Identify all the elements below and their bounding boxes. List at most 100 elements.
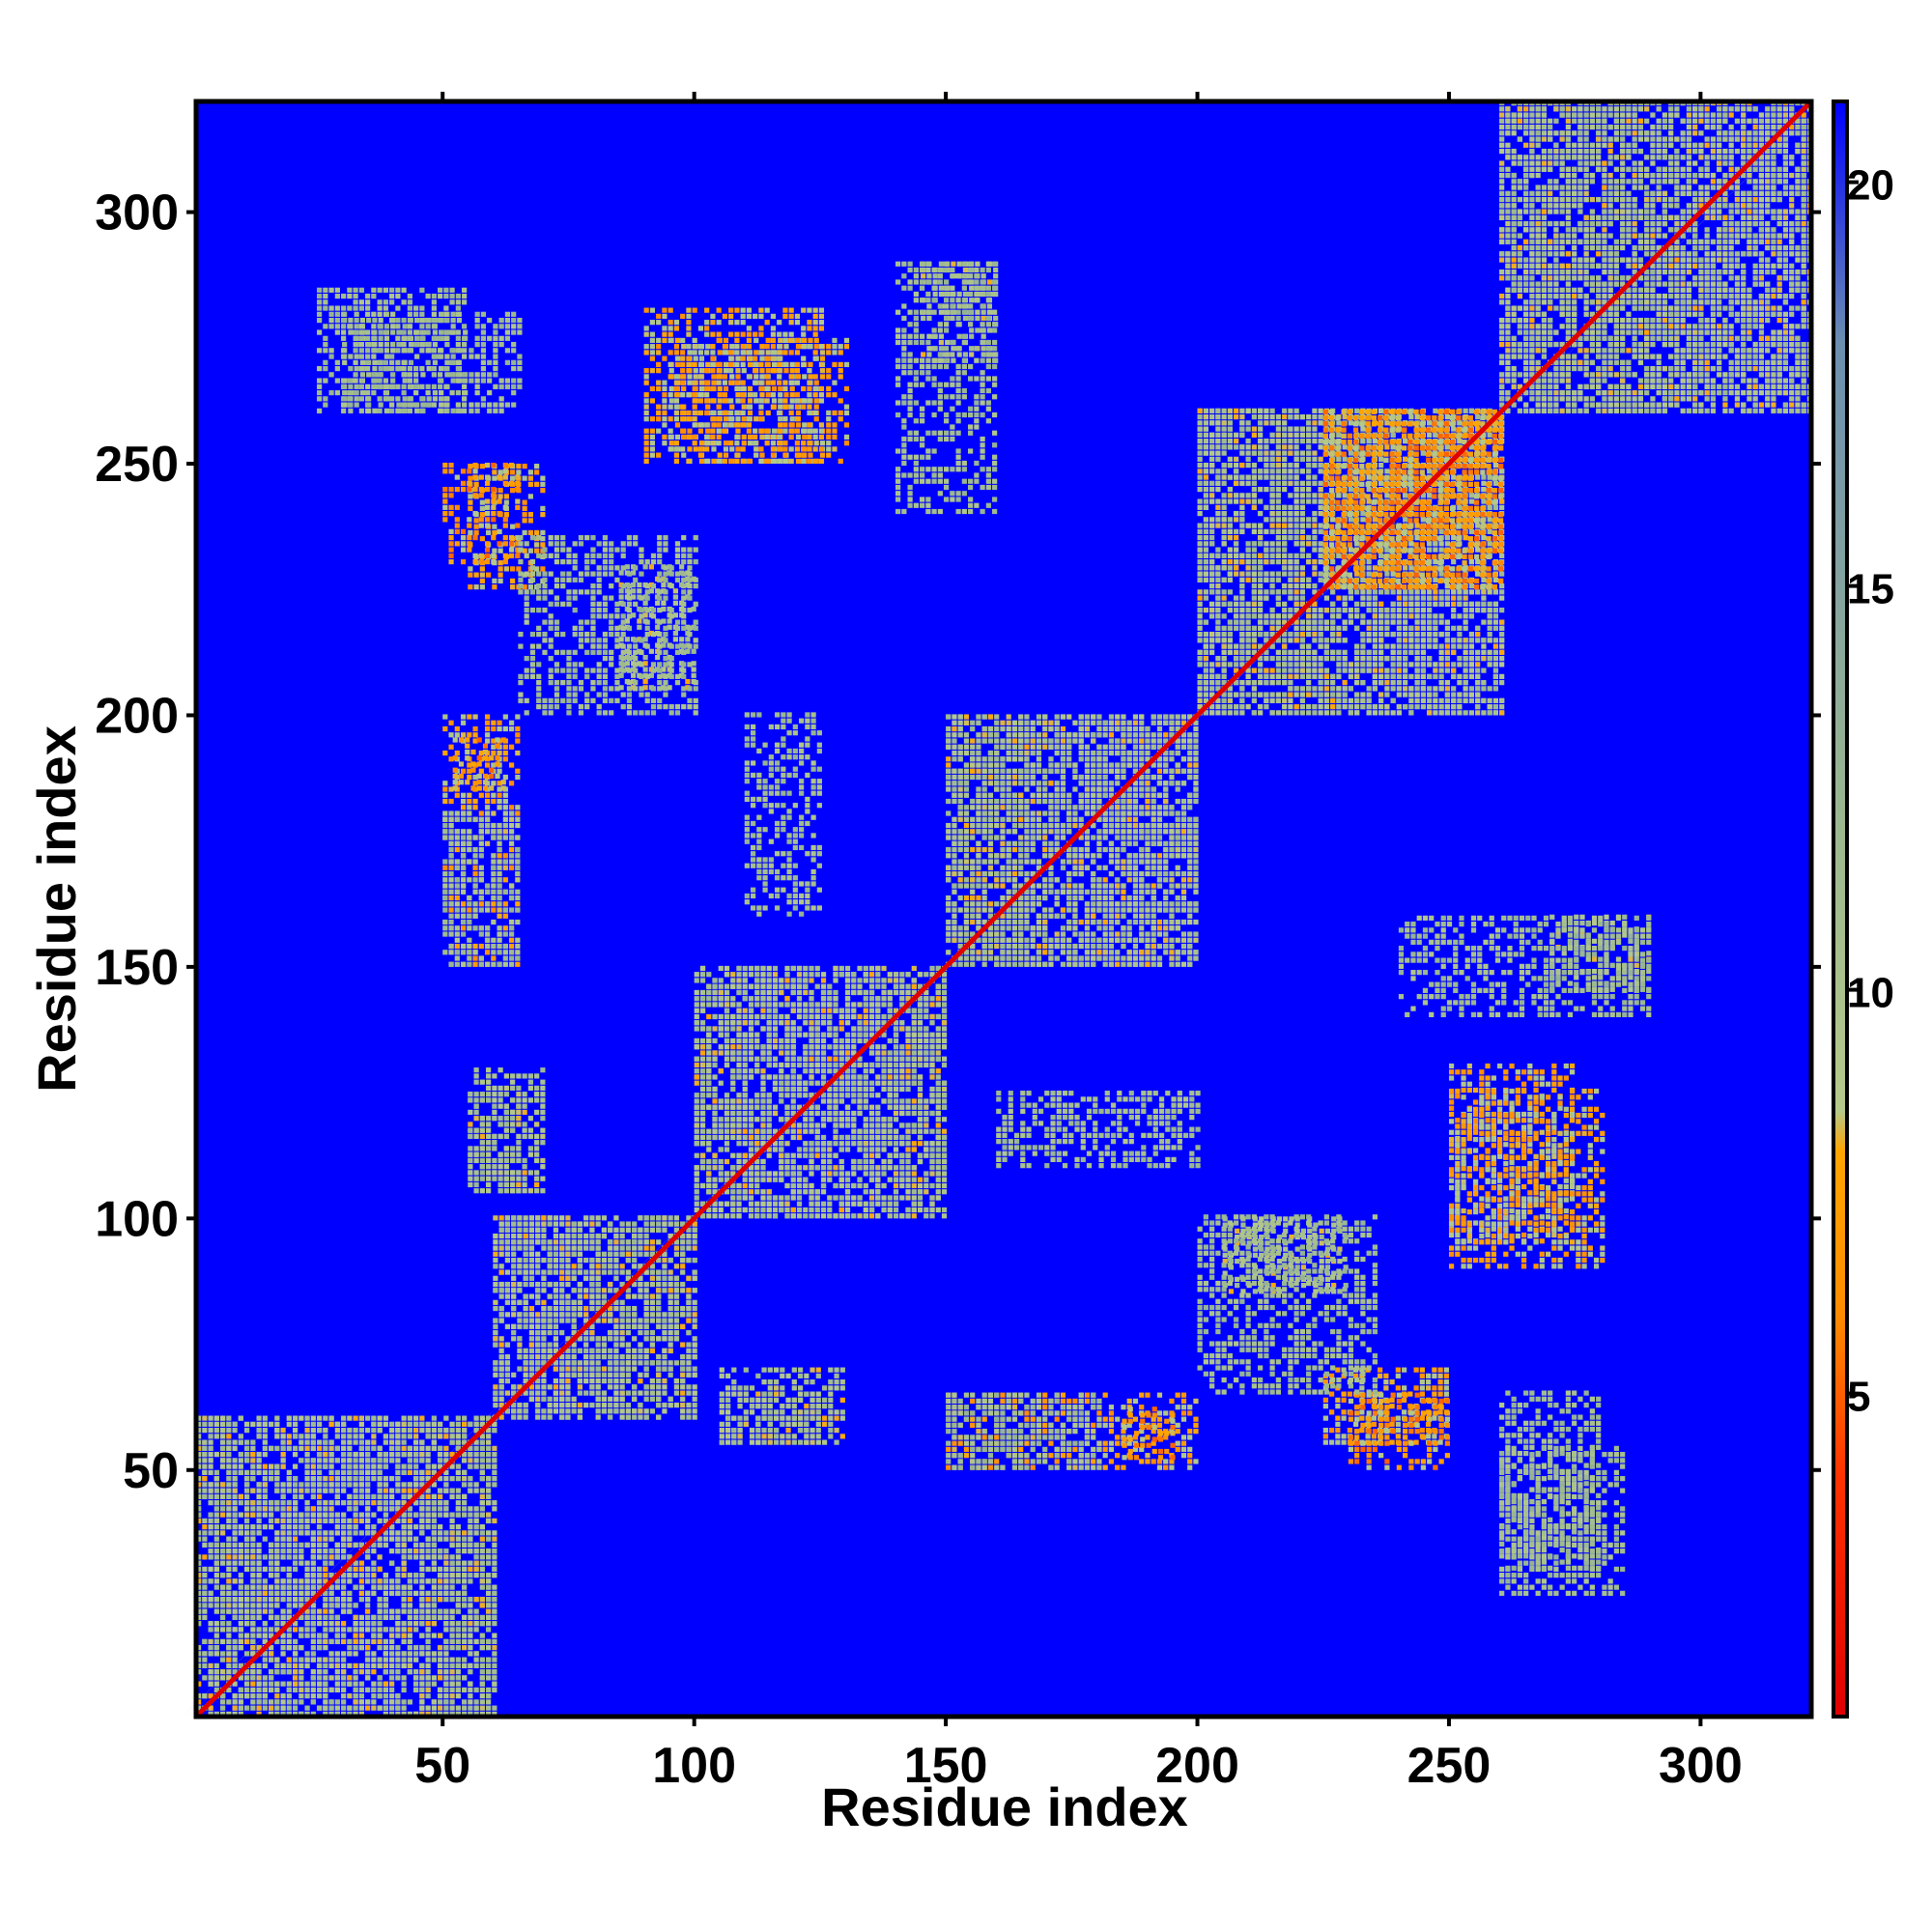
heatmap-cell bbox=[493, 1215, 497, 1220]
heatmap-cell bbox=[329, 1699, 334, 1704]
heatmap-cell bbox=[443, 1675, 448, 1680]
heatmap-cell bbox=[244, 1548, 249, 1553]
heatmap-cell bbox=[226, 1464, 231, 1469]
heatmap-cell bbox=[329, 1537, 334, 1542]
heatmap-cell bbox=[250, 1452, 255, 1457]
heatmap-cell bbox=[359, 1591, 364, 1596]
heatmap-cell bbox=[517, 1221, 522, 1226]
heatmap-cell bbox=[730, 1135, 735, 1140]
heatmap-cell bbox=[608, 1269, 612, 1274]
heatmap-cell bbox=[389, 1458, 394, 1463]
heatmap-cell bbox=[443, 1573, 448, 1577]
heatmap-cell bbox=[620, 1252, 625, 1257]
heatmap-cell bbox=[257, 1530, 262, 1535]
heatmap-cell bbox=[305, 1470, 310, 1475]
heatmap-cell bbox=[402, 1524, 407, 1529]
heatmap-cell bbox=[936, 1122, 941, 1127]
heatmap-cell bbox=[779, 1038, 783, 1043]
heatmap-cell bbox=[626, 1312, 631, 1317]
heatmap-cell bbox=[378, 1500, 383, 1505]
heatmap-cell bbox=[535, 1349, 540, 1353]
heatmap-cell bbox=[305, 1651, 310, 1656]
heatmap-cell bbox=[378, 1609, 383, 1614]
heatmap-cell bbox=[450, 1591, 455, 1596]
heatmap-cell bbox=[402, 1554, 407, 1559]
heatmap-cell bbox=[583, 1312, 588, 1317]
heatmap-cell bbox=[565, 1354, 570, 1359]
heatmap-cell bbox=[419, 1663, 424, 1668]
heatmap-cell bbox=[209, 1578, 213, 1583]
heatmap-cell bbox=[505, 1245, 510, 1250]
heatmap-cell bbox=[638, 1252, 642, 1257]
heatmap-cell bbox=[298, 1669, 303, 1674]
heatmap-cell bbox=[287, 1682, 292, 1687]
heatmap-cell bbox=[347, 1663, 352, 1668]
heatmap-cell bbox=[311, 1440, 316, 1445]
heatmap-cell bbox=[354, 1627, 358, 1632]
heatmap-cell bbox=[773, 1081, 778, 1086]
heatmap-cell bbox=[918, 1093, 923, 1097]
heatmap-cell bbox=[492, 1639, 497, 1644]
heatmap-cell bbox=[456, 1675, 461, 1680]
heatmap-cell bbox=[317, 1548, 322, 1553]
heatmap-cell bbox=[335, 1627, 340, 1632]
heatmap-cell bbox=[693, 1349, 697, 1353]
heatmap-cell bbox=[559, 1312, 564, 1317]
heatmap-cell bbox=[468, 1519, 472, 1523]
heatmap-cell bbox=[378, 1663, 383, 1668]
heatmap-cell bbox=[269, 1651, 273, 1656]
heatmap-cell bbox=[419, 1651, 424, 1656]
heatmap-cell bbox=[602, 1336, 607, 1341]
heatmap-cell bbox=[754, 1135, 759, 1140]
heatmap-cell bbox=[583, 1245, 588, 1250]
heatmap-cell bbox=[656, 1366, 661, 1371]
heatmap-cell bbox=[743, 1111, 748, 1116]
heatmap-cell bbox=[365, 1639, 370, 1644]
heatmap-cell bbox=[233, 1699, 238, 1704]
heatmap-cell bbox=[517, 1354, 522, 1359]
heatmap-cell bbox=[815, 1057, 820, 1062]
heatmap-cell bbox=[493, 1276, 497, 1281]
heatmap-cell bbox=[214, 1530, 219, 1535]
heatmap-cell bbox=[602, 1264, 607, 1268]
heatmap-cell bbox=[257, 1494, 262, 1499]
heatmap-cell bbox=[419, 1524, 424, 1529]
heatmap-cell bbox=[493, 1342, 497, 1347]
heatmap-cell bbox=[365, 1464, 370, 1469]
heatmap-cell bbox=[548, 1414, 553, 1419]
heatmap-cell bbox=[233, 1506, 238, 1511]
heatmap-cell bbox=[257, 1524, 262, 1529]
heatmap-cell bbox=[668, 1276, 673, 1281]
heatmap-cell bbox=[480, 1530, 485, 1535]
heatmap-cell bbox=[438, 1651, 442, 1656]
heatmap-cell bbox=[323, 1440, 327, 1445]
heatmap-cell bbox=[674, 1252, 679, 1257]
heatmap-cell bbox=[250, 1422, 255, 1427]
heatmap-cell bbox=[408, 1519, 412, 1523]
heatmap-cell bbox=[335, 1524, 340, 1529]
heatmap-cell bbox=[311, 1530, 316, 1535]
heatmap-cell bbox=[281, 1458, 286, 1463]
heatmap-cell bbox=[226, 1561, 231, 1566]
heatmap-cell bbox=[686, 1245, 691, 1250]
heatmap-cell bbox=[695, 1068, 699, 1073]
heatmap-cell bbox=[535, 1414, 540, 1419]
heatmap-cell bbox=[620, 1373, 625, 1378]
heatmap-cell bbox=[686, 1288, 691, 1293]
heatmap-cell bbox=[608, 1239, 612, 1244]
heatmap-cell bbox=[833, 1165, 838, 1170]
heatmap-cell bbox=[341, 1464, 346, 1469]
heatmap-cell bbox=[250, 1693, 255, 1698]
heatmap-cell bbox=[305, 1567, 310, 1572]
heatmap-cell bbox=[347, 1530, 352, 1535]
heatmap-cell bbox=[244, 1651, 249, 1656]
heatmap-cell bbox=[317, 1464, 322, 1469]
heatmap-cell bbox=[578, 1373, 582, 1378]
heatmap-cell bbox=[638, 1293, 642, 1298]
heatmap-cell bbox=[281, 1706, 286, 1711]
heatmap-cell bbox=[408, 1609, 412, 1614]
heatmap-cell bbox=[298, 1699, 303, 1704]
heatmap-cell bbox=[329, 1651, 334, 1656]
heatmap-cell bbox=[730, 1213, 735, 1218]
heatmap-cell bbox=[833, 1135, 838, 1140]
